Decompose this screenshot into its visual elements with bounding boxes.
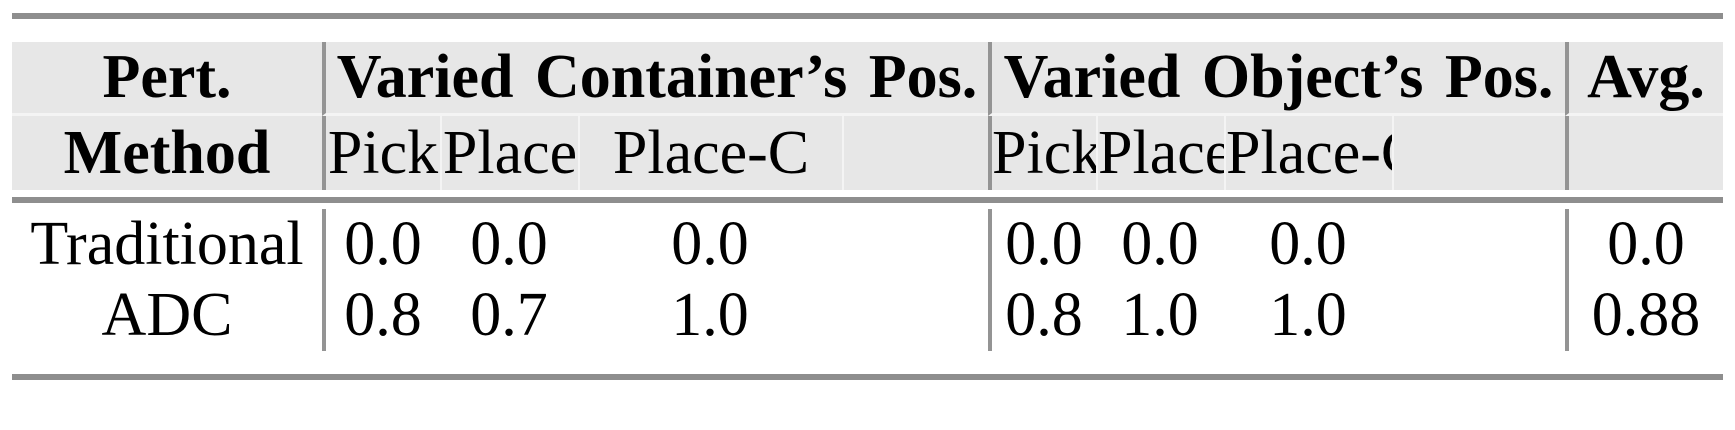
header-method: Method [12,116,322,190]
spacer-cell [12,19,1723,42]
header-group-varied-object: Varied Object’s Pos. [988,42,1565,116]
spacer-cell [842,280,988,351]
cell-adc-vo-pick: 0.8 [988,280,1096,351]
spacer-cell [12,203,1723,209]
header-row-subcols: Method Pick Place Place-C Pick Place Pla… [12,116,1723,190]
subcol-avg-empty [1565,116,1723,190]
subcol-g1-place-c: Place-C [578,116,842,190]
spacer-cell [1392,280,1565,351]
table-row-traditional: Traditional 0.0 0.0 0.0 0.0 0.0 0.0 0.0 [12,209,1723,280]
spacer-cell [842,116,988,190]
cell-traditional-avg: 0.0 [1565,209,1723,280]
cell-traditional-vo-pick: 0.0 [988,209,1096,280]
header-group-varied-container: Varied Container’s Pos. [322,42,988,116]
subcol-g2-pick: Pick [988,116,1096,190]
spacer-cell [1392,209,1565,280]
subcol-g2-place-c: Place-C [1224,116,1392,190]
mid-rule-line [12,197,1723,203]
cell-adc-vc-place: 0.7 [470,281,548,349]
header-avg: Avg. [1565,42,1723,116]
cell-adc-avg: 0.88 [1565,280,1723,351]
method-label: Traditional [30,210,304,278]
header-row-groups: Pert. Varied Container’s Pos. Varied Obj… [12,42,1723,116]
top-rule [12,13,1723,19]
cell-adc-vo-place-c: 1.0 [1269,281,1347,349]
cell-traditional-vc-place-c: 0.0 [671,210,749,278]
header-pert: Pert. [12,42,322,116]
spacer-cell [1392,116,1565,190]
cell-traditional-vo-place-c: 0.0 [1269,210,1347,278]
subcol-g1-place: Place [440,116,578,190]
perturbation-results-table: Pert. Varied Container’s Pos. Varied Obj… [12,13,1723,380]
spacer [12,351,1723,374]
spacer-cell [12,190,1723,197]
spacer [12,203,1723,209]
method-label: ADC [101,281,233,349]
cell-adc-vc-pick: 0.8 [322,280,440,351]
cell-traditional-vc-pick: 0.0 [322,209,440,280]
cell-traditional-vc-place: 0.0 [470,210,548,278]
results-table-figure: Pert. Varied Container’s Pos. Varied Obj… [12,13,1723,380]
cell-traditional-vo-place: 0.0 [1121,210,1199,278]
bottom-rule-line [12,374,1723,380]
cell-adc-vc-place-c: 1.0 [671,281,749,349]
table-row-adc: ADC 0.8 0.7 1.0 0.8 1.0 1.0 0.88 [12,280,1723,351]
subcol-g1-pick: Pick [322,116,440,190]
spacer [12,19,1723,42]
subcol-g2-place: Place [1096,116,1224,190]
spacer-cell [12,351,1723,374]
top-rule-line [12,13,1723,19]
mid-rule [12,197,1723,203]
spacer [12,190,1723,197]
bottom-rule [12,374,1723,380]
cell-adc-vo-place: 1.0 [1121,281,1199,349]
spacer-cell [842,209,988,280]
